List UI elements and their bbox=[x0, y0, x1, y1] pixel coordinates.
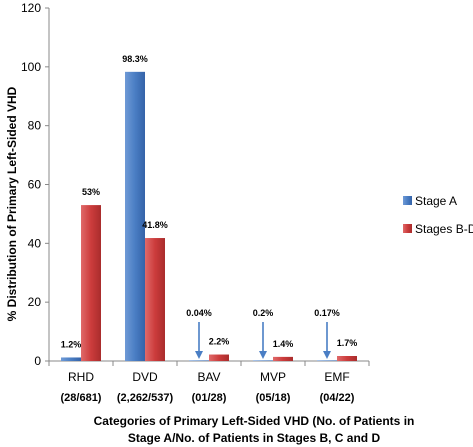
bar bbox=[189, 360, 209, 361]
category-label: BAV bbox=[197, 370, 220, 384]
data-label: 0.04% bbox=[186, 308, 212, 318]
legend-label-stages-bd: Stages B-D bbox=[415, 222, 473, 236]
x-axis bbox=[48, 360, 370, 366]
bar bbox=[317, 360, 337, 361]
legend-swatch-stages-bd bbox=[403, 224, 412, 233]
bar bbox=[253, 360, 273, 361]
bar bbox=[273, 356, 293, 361]
y-tick-label: 80 bbox=[28, 119, 42, 133]
category-count-label: (05/18) bbox=[256, 392, 291, 404]
data-label: 0.17% bbox=[314, 308, 340, 318]
category-label: DVD bbox=[132, 370, 158, 384]
category-count-label: (04/22) bbox=[320, 392, 355, 404]
category-count-label: (01/28) bbox=[192, 392, 227, 404]
bar bbox=[209, 354, 229, 361]
y-axis-title: % Distribution of Primary Left-Sided VHD bbox=[5, 86, 19, 321]
x-axis-title-line2: Stage A/No. of Patients in Stages B, C a… bbox=[128, 431, 381, 445]
y-tick-label: 100 bbox=[21, 60, 41, 74]
data-label: 1.2% bbox=[61, 339, 82, 349]
legend-label-stage-a: Stage A bbox=[415, 194, 457, 208]
y-axis: 0 20 40 60 80 100 120 bbox=[21, 1, 50, 368]
data-label: 2.2% bbox=[209, 337, 230, 347]
category-labels: RHD (28/681) DVD (2,262/537) BAV (01/28) MVP (0… bbox=[61, 370, 355, 404]
bar bbox=[337, 355, 357, 361]
category-label: MVP bbox=[260, 370, 286, 384]
y-tick-label: 20 bbox=[28, 295, 42, 309]
arrow-head bbox=[323, 351, 331, 359]
y-tick-label: 120 bbox=[21, 1, 41, 15]
y-tick-label: 40 bbox=[28, 236, 42, 250]
data-label: 98.3% bbox=[122, 54, 148, 64]
y-tick-label: 0 bbox=[34, 354, 41, 368]
data-label: 1.7% bbox=[337, 338, 358, 348]
bar bbox=[125, 71, 145, 361]
category-label: EMF bbox=[324, 370, 349, 384]
category-count-label: (28/681) bbox=[61, 392, 102, 404]
data-label: 1.4% bbox=[273, 339, 294, 349]
arrow-head bbox=[259, 351, 267, 359]
legend: Stage A Stages B-D bbox=[403, 194, 473, 236]
category-count-label: (2,262/537) bbox=[117, 392, 174, 404]
bar bbox=[145, 238, 165, 361]
data-label: 53% bbox=[82, 187, 100, 197]
bars bbox=[61, 71, 357, 361]
legend-swatch-stage-a bbox=[403, 196, 412, 205]
data-label: 0.2% bbox=[253, 308, 274, 318]
bar bbox=[61, 357, 81, 361]
x-axis-title-line1: Categories of Primary Left-Sided VHD (No… bbox=[94, 414, 415, 428]
y-tick-label: 60 bbox=[28, 178, 42, 192]
data-labels: 1.2% 53% 98.3% 41.8% 0.04% 2.2% 0.2% 1.4% 0.17% 1… bbox=[61, 54, 358, 350]
bar bbox=[81, 205, 101, 361]
category-label: RHD bbox=[68, 370, 94, 384]
arrow-head bbox=[195, 351, 203, 359]
arrows bbox=[195, 322, 331, 359]
data-label: 41.8% bbox=[142, 220, 168, 230]
